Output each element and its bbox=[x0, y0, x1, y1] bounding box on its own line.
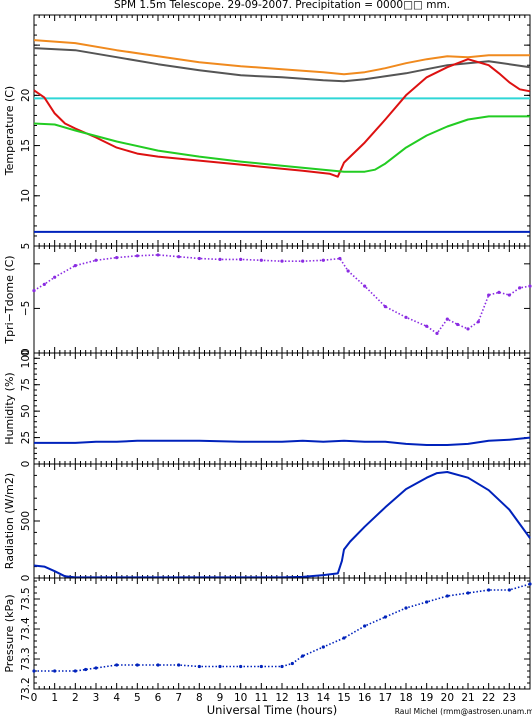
x-tick-label: 0 bbox=[31, 692, 38, 704]
panel-2-ytick-label: 0 bbox=[20, 461, 32, 468]
panel-4-point bbox=[115, 663, 119, 667]
x-tick-label: 2 bbox=[72, 692, 79, 704]
x-tick-label: 21 bbox=[461, 692, 474, 704]
x-tick-label: 16 bbox=[358, 692, 372, 704]
x-tick-label: 7 bbox=[175, 692, 182, 704]
credit-text: Raul Michel (rmm@astrosen.unam.mx) bbox=[395, 707, 532, 716]
panel-2-ylabel: Humidity (%) bbox=[3, 372, 16, 444]
panel-0-ytick-label: 20 bbox=[20, 89, 32, 102]
panel-0-ytick-label: 15 bbox=[20, 139, 32, 152]
panel-4-series-0-trace bbox=[34, 583, 531, 672]
x-tick-label: 23 bbox=[503, 692, 516, 704]
panel-2-ytick-label: 25 bbox=[20, 431, 32, 444]
panel-0-ytick-label: 10 bbox=[20, 189, 32, 202]
panel-2-ytick-label: 100 bbox=[20, 348, 32, 368]
panel-3-series-0-line bbox=[33, 471, 531, 579]
x-tick-label: 13 bbox=[296, 692, 309, 704]
panel-4-ytick-label: 73.5 bbox=[20, 587, 32, 610]
x-tick-label: 10 bbox=[234, 692, 247, 704]
panel-1-ytick-label: −5 bbox=[20, 301, 32, 316]
panel-4-ylabel: Pressure (kPa) bbox=[3, 594, 16, 672]
panel-0-series-0-line bbox=[33, 39, 530, 76]
x-tick-label: 20 bbox=[441, 692, 454, 704]
panel-0-series-4-line bbox=[33, 115, 530, 173]
x-tick-label: 9 bbox=[217, 692, 224, 704]
panel-3-ytick-label: 0 bbox=[20, 575, 32, 582]
panel-4-ytick-label: 73.2 bbox=[20, 677, 32, 700]
panel-4-ytick-label: 73.3 bbox=[20, 647, 32, 670]
panel-2-series-0-line bbox=[34, 436, 531, 446]
x-tick-label: 1 bbox=[51, 692, 58, 704]
panel-0-ytick-label: 5 bbox=[20, 243, 32, 250]
panel-2-ytick-label: 50 bbox=[20, 404, 32, 417]
x-tick-label: 12 bbox=[275, 692, 288, 704]
panel-0-series-1-line bbox=[33, 47, 531, 83]
panel-1-point bbox=[156, 253, 160, 257]
panel-3-ylabel: Radiation (W/m2) bbox=[3, 473, 16, 569]
x-tick-label: 14 bbox=[317, 692, 331, 704]
x-tick-label: 11 bbox=[255, 692, 268, 704]
x-axis-label: Universal Time (hours) bbox=[207, 703, 338, 717]
panel-2-frame bbox=[33, 352, 531, 465]
x-tick-label: 5 bbox=[134, 692, 141, 704]
x-tick-label: 22 bbox=[482, 692, 495, 704]
panel-1-series-0-trace bbox=[33, 254, 531, 335]
panel-3-frame bbox=[33, 463, 531, 579]
panel-3-ytick-label: 500 bbox=[20, 511, 32, 531]
panel-1-ytick-label: 0 bbox=[20, 350, 32, 357]
x-tick-label: 6 bbox=[155, 692, 162, 704]
x-tick-label: 19 bbox=[420, 692, 433, 704]
x-tick-label: 8 bbox=[196, 692, 203, 704]
x-tick-label: 15 bbox=[337, 692, 350, 704]
x-tick-label: 3 bbox=[93, 692, 100, 704]
x-tick-label: 17 bbox=[379, 692, 392, 704]
panel-4-frame bbox=[33, 577, 531, 690]
panel-4-ytick-label: 73.4 bbox=[20, 617, 32, 641]
x-tick-label: 4 bbox=[113, 692, 120, 704]
x-tick-label: 18 bbox=[399, 692, 412, 704]
panel-1-ylabel: Tpri−Tdome (C) bbox=[3, 255, 16, 344]
panel-2-ytick-label: 75 bbox=[20, 378, 32, 391]
panel-0-ylabel: Temperature (C) bbox=[3, 86, 16, 176]
chart-title: SPM 1.5m Telescope. 29-09-2007. Precipit… bbox=[114, 0, 450, 11]
